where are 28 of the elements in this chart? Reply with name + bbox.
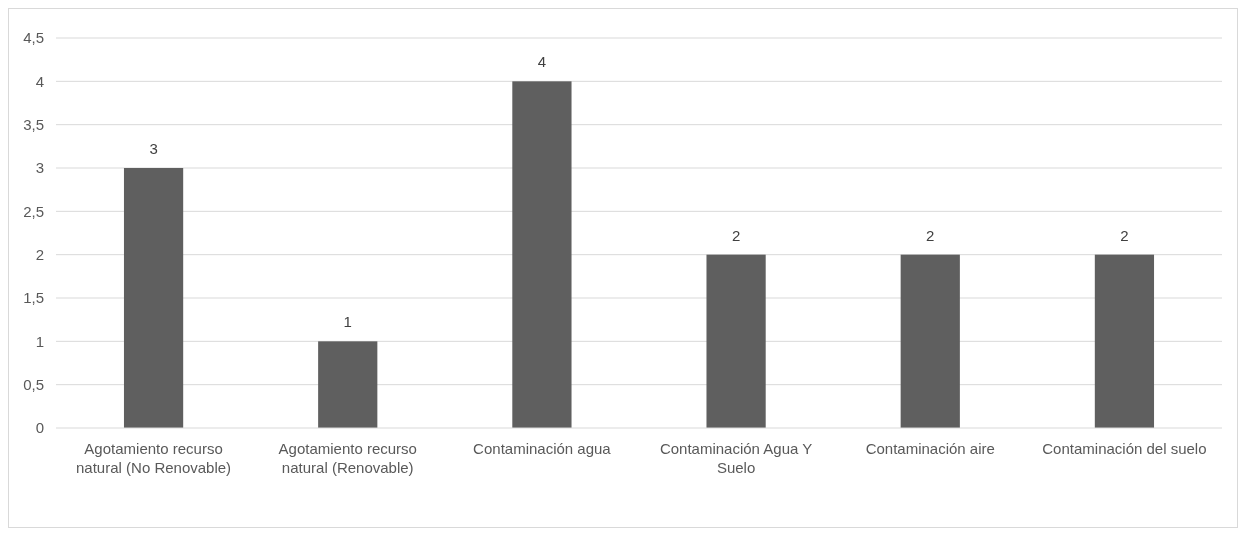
- bar: [123, 168, 184, 428]
- y-tick-label: 4: [35, 72, 44, 90]
- data-label: 2: [1120, 226, 1129, 244]
- y-tick-label: 1,5: [23, 289, 44, 307]
- bar: [318, 341, 378, 428]
- bar: [900, 254, 960, 428]
- data-label: 2: [926, 226, 935, 244]
- x-tick-label: Contaminación agua: [473, 440, 612, 457]
- y-tick-label: 2,5: [23, 202, 44, 220]
- x-tick-label: Agotamiento recurso natural (No Renovable): [76, 440, 232, 476]
- y-tick-label: 1: [35, 332, 44, 350]
- y-tick-label: 0,5: [23, 375, 44, 393]
- x-tick-label: Contaminación Agua Y Suelo: [659, 440, 813, 476]
- x-tick-label: Contaminación del suelo: [1042, 440, 1207, 457]
- bar: [512, 81, 572, 428]
- data-label: 1: [343, 313, 352, 331]
- y-tick-label: 3,5: [23, 115, 44, 133]
- x-tick-label: Contaminación aire: [865, 440, 995, 457]
- x-tick-label: Agotamiento recurso natural (Renovable): [278, 440, 417, 476]
- bar: [1094, 254, 1155, 428]
- data-label: 4: [537, 53, 547, 71]
- y-tick-label: 4,5: [23, 29, 44, 47]
- bar: [706, 254, 766, 428]
- y-tick-label: 3: [35, 159, 44, 177]
- data-label: 3: [149, 140, 158, 157]
- y-tick-label: 0: [35, 419, 44, 437]
- y-tick-label: 2: [35, 245, 44, 263]
- data-label: 2: [731, 226, 741, 244]
